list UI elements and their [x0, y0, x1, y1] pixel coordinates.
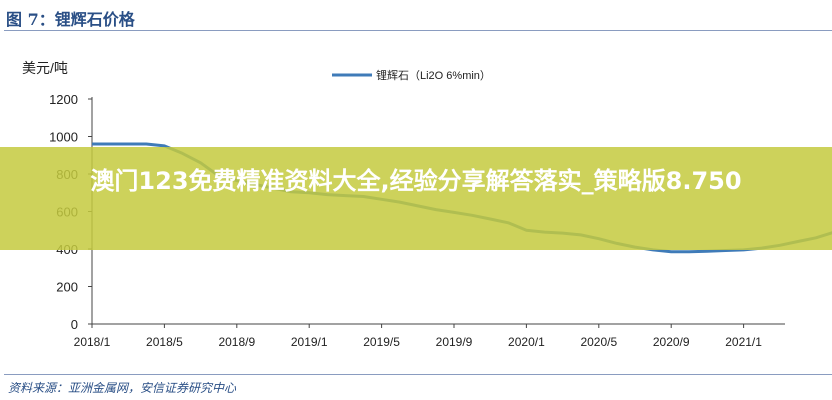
- x-tick-label: 2020/1: [508, 335, 545, 349]
- source-note: 资料来源：亚洲金属网，安信证券研究中心: [8, 381, 237, 395]
- legend-label: 锂辉石（Li2O 6%min）: [376, 68, 491, 82]
- x-tick-label: 2020/9: [653, 335, 690, 349]
- y-tick-label: 1000: [49, 130, 78, 145]
- x-tick-label: 2021/1: [725, 335, 762, 349]
- x-tick-label: 2020/5: [580, 335, 617, 349]
- y-tick-label: 1200: [49, 92, 78, 107]
- x-tick-label: 2019/5: [363, 335, 400, 349]
- y-tick-label: 0: [71, 317, 78, 332]
- x-tick-label: 2019/9: [436, 335, 473, 349]
- title-divider: [4, 30, 832, 31]
- overlay-banner: 澳门123免费精准资料大全,经验分享解答落实_策略版8.750: [0, 147, 832, 250]
- figure-title: 图 7：锂辉石价格: [6, 10, 135, 29]
- x-tick-label: 2018/1: [74, 335, 111, 349]
- x-tick-label: 2018/9: [218, 335, 255, 349]
- y-tick-label: 200: [56, 280, 78, 295]
- footer-divider: [4, 374, 832, 375]
- x-tick-label: 2018/5: [146, 335, 183, 349]
- y-axis-label: 美元/吨: [22, 60, 68, 76]
- x-tick-label: 2019/1: [291, 335, 328, 349]
